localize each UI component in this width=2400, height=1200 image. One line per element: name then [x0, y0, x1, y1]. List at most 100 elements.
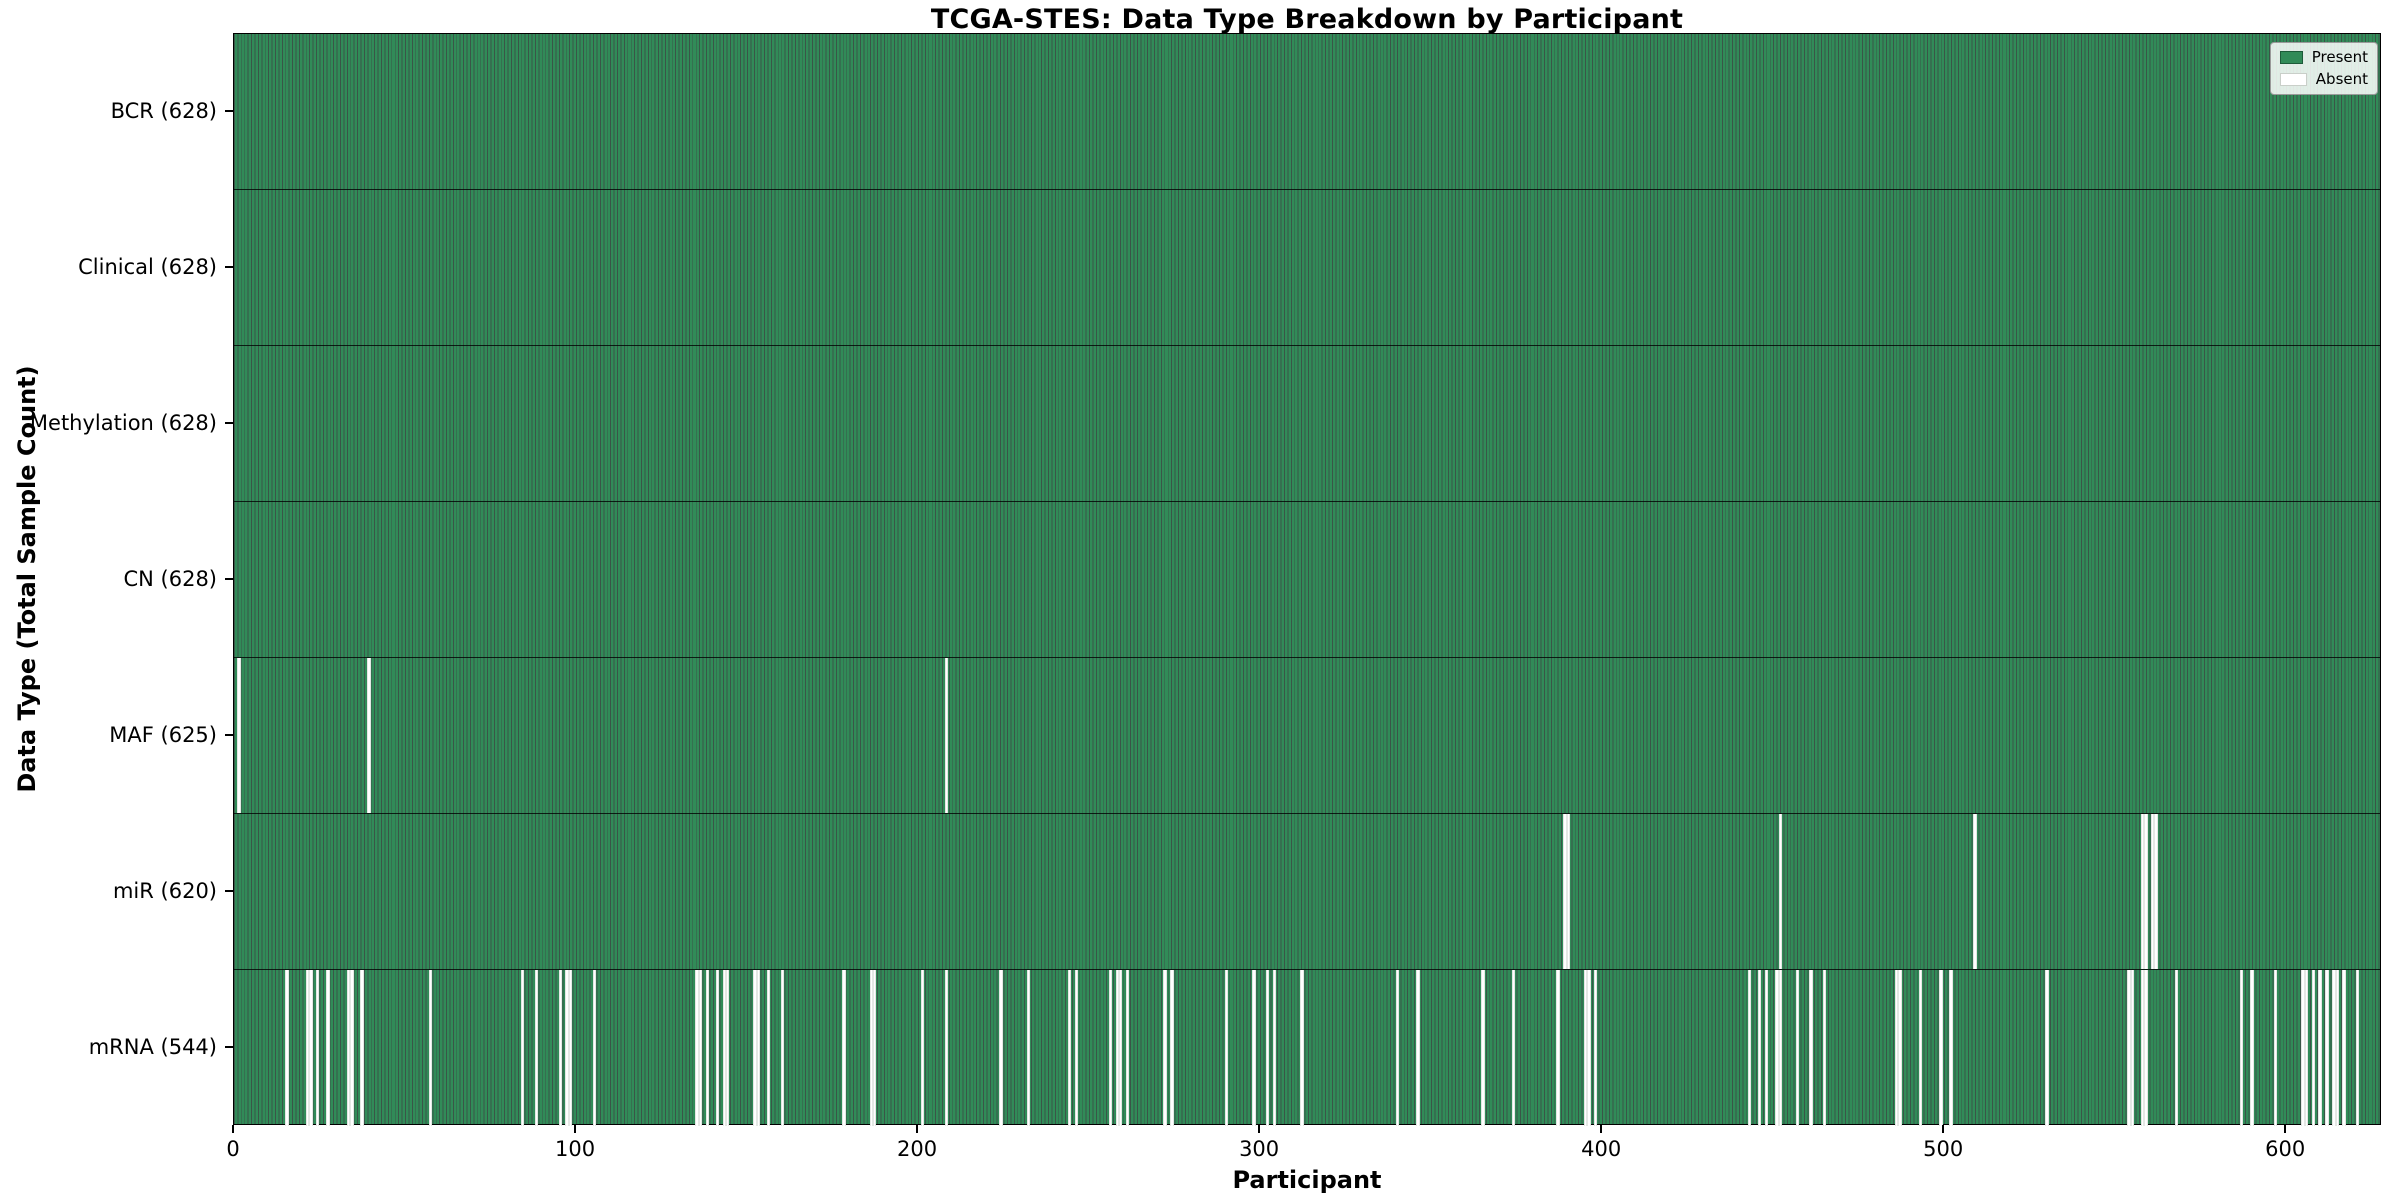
legend-label-absent: Absent	[2315, 70, 2368, 88]
absent-mark	[1556, 970, 1560, 1126]
y-tick-label-CN: CN (628)	[123, 567, 217, 591]
x-tick-label-200: 200	[897, 1137, 938, 1161]
absent-mark	[869, 970, 873, 1126]
absent-mark	[350, 970, 354, 1126]
absent-mark	[558, 970, 563, 1126]
absent-mark	[2130, 970, 2134, 1126]
x-tick-mark	[2284, 1125, 2287, 1133]
y-tick-label-mRNA: mRNA (544)	[88, 1035, 217, 1059]
absent-mark	[1795, 970, 1800, 1126]
absent-mark	[1894, 970, 1899, 1126]
chart-title: TCGA-STES: Data Type Breakdown by Partic…	[930, 4, 1684, 35]
absent-mark	[2318, 970, 2322, 1126]
legend: Present Absent	[2270, 42, 2378, 95]
absent-mark	[2304, 970, 2309, 1126]
absent-mark	[1918, 970, 1923, 1126]
x-tick-label-600: 600	[2265, 1137, 2306, 1161]
absent-mark	[237, 658, 241, 813]
absent-mark	[1119, 970, 1123, 1126]
absent-mark	[1778, 970, 1782, 1126]
absent-mark	[2325, 970, 2329, 1126]
absent-mark	[1300, 970, 1304, 1126]
heatmap-row-MAF	[234, 658, 2380, 814]
absent-mark	[1395, 970, 1400, 1126]
absent-mark	[1481, 970, 1485, 1126]
absent-mark	[1939, 970, 1943, 1126]
y-tick-label-BCR: BCR (628)	[110, 99, 217, 123]
absent-mark	[753, 970, 757, 1126]
absent-mark	[1265, 970, 1270, 1126]
absent-mark	[873, 970, 877, 1126]
absent-mark	[999, 970, 1003, 1126]
y-tick-mark	[225, 890, 233, 892]
absent-mark	[715, 970, 720, 1126]
heatmap-row-mRNA	[234, 970, 2380, 1126]
absent-mark	[1252, 970, 1256, 1126]
absent-mark	[2174, 970, 2179, 1126]
y-axis-labels: BCR (628) Clinical (628) Methylation (628)…	[0, 33, 233, 1125]
absent-mark	[1163, 970, 1167, 1126]
absent-mark	[1594, 970, 1598, 1126]
absent-mark	[592, 970, 597, 1126]
absent-mark	[360, 970, 364, 1126]
absent-mark	[1026, 970, 1031, 1126]
absent-mark	[767, 970, 771, 1126]
absent-mark	[2311, 970, 2316, 1126]
heatmap-row-CN	[234, 502, 2380, 658]
absent-mark	[1583, 970, 1588, 1126]
x-tick-mark	[1258, 1125, 1261, 1133]
y-tick-label-Clinical: Clinical (628)	[78, 255, 217, 279]
legend-item-present: Present	[2280, 50, 2368, 65]
y-tick-mark	[225, 110, 233, 112]
y-tick-label-miR: miR (620)	[112, 879, 217, 903]
absent-mark	[1563, 814, 1567, 969]
x-tick-label-0: 0	[226, 1137, 240, 1161]
absent-mark	[1775, 970, 1779, 1126]
absent-mark	[698, 970, 703, 1126]
absent-mark	[534, 970, 539, 1126]
absent-mark	[944, 970, 949, 1126]
x-tick-label-100: 100	[554, 1137, 596, 1161]
absent-mark	[1809, 970, 1813, 1126]
absent-mark	[2151, 814, 2155, 969]
absent-mark	[1125, 970, 1130, 1126]
absent-mark	[1764, 970, 1769, 1126]
absent-mark	[1587, 970, 1591, 1126]
absent-mark	[722, 970, 727, 1126]
y-tick-mark	[225, 578, 233, 580]
absent-mark	[695, 970, 699, 1126]
x-tick-mark	[232, 1125, 234, 1133]
absent-mark	[726, 970, 730, 1126]
absent-mark	[1272, 970, 1277, 1126]
absent-mark	[705, 970, 709, 1126]
absent-mark	[1224, 970, 1229, 1126]
absent-mark	[1973, 814, 1977, 969]
y-tick-mark	[225, 734, 233, 736]
y-tick-label-MAF: MAF (625)	[109, 723, 217, 747]
absent-mark	[2342, 970, 2346, 1126]
absent-mark	[1949, 970, 1953, 1126]
absent-mark	[309, 970, 313, 1126]
absent-mark	[285, 970, 289, 1126]
x-tick-mark	[574, 1125, 577, 1133]
absent-mark	[316, 970, 320, 1126]
legend-swatch-absent-icon	[2280, 73, 2307, 86]
x-tick-mark	[1942, 1125, 1945, 1133]
absent-mark	[2140, 970, 2145, 1126]
absent-mark	[2335, 970, 2339, 1126]
absent-mark	[1108, 970, 1113, 1126]
heatmap-row-Methylation	[234, 346, 2380, 502]
absent-mark	[2144, 814, 2148, 969]
x-axis-ticks: 0 100 200 300 400 500 600	[226, 1125, 2381, 1185]
absent-mark	[756, 970, 761, 1126]
legend-item-absent: Absent	[2280, 72, 2368, 87]
absent-mark	[2274, 970, 2278, 1126]
absent-mark	[2127, 970, 2131, 1126]
x-tick-label-400: 400	[1581, 1137, 1622, 1161]
absent-mark	[2239, 970, 2244, 1126]
absent-mark	[2140, 814, 2145, 969]
absent-mark	[1512, 970, 1516, 1126]
absent-mark	[2154, 814, 2158, 969]
x-axis-title: Participant	[1232, 1166, 1382, 1194]
